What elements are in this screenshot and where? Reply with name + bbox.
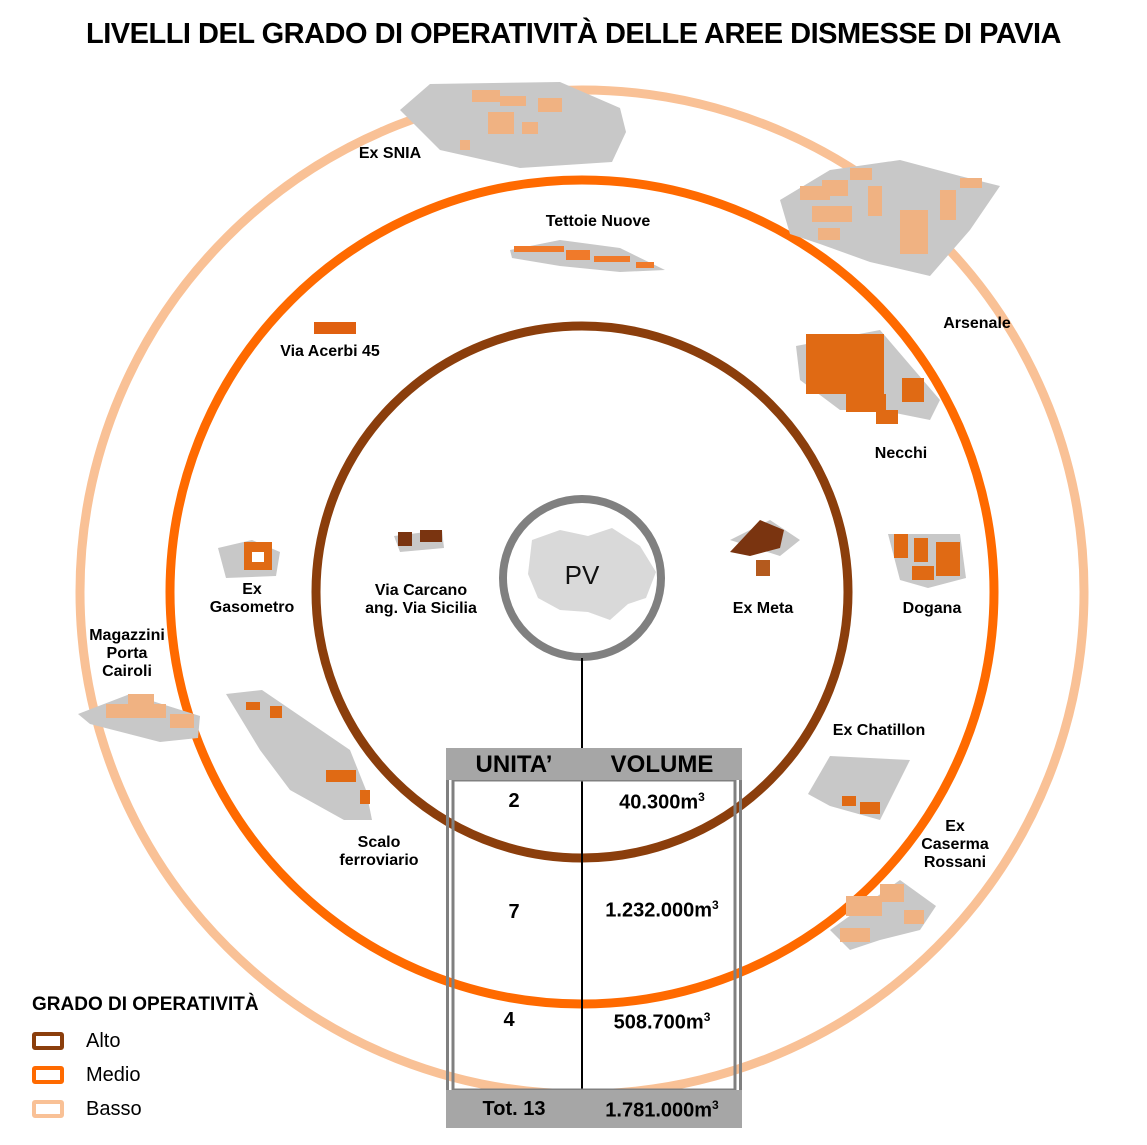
label-via-carcano: Via Carcano ang. Via Sicilia — [365, 582, 477, 617]
label-ex-caserma: Ex Caserma Rossani — [921, 818, 989, 871]
legend-item-basso: Basso — [32, 1092, 259, 1126]
label-magazzini: Magazzini Porta Cairoli — [89, 627, 165, 680]
site-ex-meta — [730, 520, 800, 576]
label-ex-gasometro: Ex Gasometro — [209, 581, 295, 616]
label-necchi: Necchi — [874, 445, 928, 462]
summary-table: UNITA’ VOLUME 2 40.300m3 7 1.232.000m3 4… — [446, 748, 742, 1128]
page-title: LIVELLI DEL GRADO DI OPERATIVITÀ DELLE A… — [86, 18, 1061, 50]
site-arsenale — [780, 160, 1000, 276]
row-medio-units: 7 — [508, 901, 520, 923]
label-ex-meta: Ex Meta — [732, 600, 794, 617]
row-medio-volume: 1.232.000m3 — [605, 898, 719, 922]
total-row — [446, 1090, 742, 1128]
site-ex-caserma-rossani — [830, 880, 936, 950]
site-via-carcano — [394, 530, 444, 552]
label-via-acerbi: Via Acerbi 45 — [280, 343, 380, 360]
city-label-pv: PV — [564, 560, 600, 590]
legend-label-basso: Basso — [86, 1097, 142, 1120]
legend-label-alto: Alto — [86, 1029, 121, 1052]
row-basso-units: 4 — [503, 1009, 515, 1031]
site-ex-chatillon — [808, 756, 910, 820]
legend-swatch-basso — [32, 1100, 64, 1118]
site-ex-gasometro — [218, 540, 280, 578]
site-necchi — [796, 330, 940, 424]
site-scalo-ferroviario — [226, 690, 372, 820]
legend-item-medio: Medio — [32, 1058, 259, 1092]
legend-swatch-medio — [32, 1066, 64, 1084]
site-tettoie-nuove — [510, 240, 665, 272]
legend-item-alto: Alto — [32, 1024, 259, 1058]
header-unita: UNITA’ — [446, 748, 582, 780]
row-basso-volume: 508.700m3 — [613, 1010, 711, 1034]
label-ex-chatillon: Ex Chatillon — [832, 722, 926, 739]
site-via-acerbi — [314, 322, 356, 334]
legend-swatch-alto — [32, 1032, 64, 1050]
legend-label-medio: Medio — [86, 1063, 141, 1086]
legend-title: GRADO DI OPERATIVITÀ — [32, 994, 259, 1015]
pavia-city-shape — [528, 528, 656, 620]
row-alto-volume: 40.300m3 — [619, 790, 705, 814]
total-volume: 1.781.000m3 — [605, 1098, 719, 1122]
label-dogana: Dogana — [902, 600, 962, 617]
row-alto-units: 2 — [508, 790, 520, 812]
total-units: Tot. 13 — [482, 1098, 546, 1120]
label-scalo: Scalo ferroviario — [339, 834, 419, 869]
header-volume: VOLUME — [582, 748, 742, 780]
label-tettoie-nuove: Tettoie Nuove — [545, 213, 651, 230]
site-ex-snia — [400, 82, 626, 168]
site-magazzini — [78, 694, 200, 742]
label-arsenale: Arsenale — [943, 315, 1011, 332]
legend: GRADO DI OPERATIVITÀ Alto Medio Basso — [32, 994, 259, 1126]
site-dogana — [888, 534, 966, 588]
label-ex-snia: Ex SNIA — [358, 145, 422, 162]
